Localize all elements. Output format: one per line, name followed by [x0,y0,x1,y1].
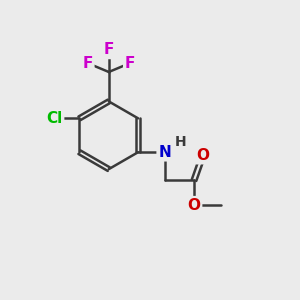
Text: F: F [82,56,93,70]
Text: Cl: Cl [46,111,63,126]
Text: O: O [188,198,200,213]
Text: F: F [103,42,114,57]
Text: H: H [175,135,187,149]
Text: O: O [196,148,209,163]
Text: N: N [158,145,171,160]
Text: F: F [125,56,135,70]
